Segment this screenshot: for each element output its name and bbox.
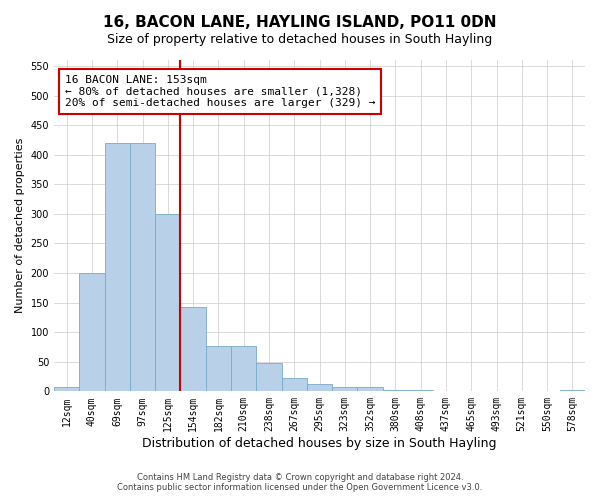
Bar: [560, 390, 585, 392]
Bar: [358, 386, 383, 392]
Y-axis label: Number of detached properties: Number of detached properties: [15, 138, 25, 314]
Bar: [104, 143, 130, 392]
Bar: [54, 386, 79, 392]
Bar: [155, 214, 181, 392]
Bar: [231, 346, 256, 392]
Bar: [332, 386, 358, 392]
Bar: [256, 363, 281, 392]
Text: 16 BACON LANE: 153sqm
← 80% of detached houses are smaller (1,328)
20% of semi-d: 16 BACON LANE: 153sqm ← 80% of detached …: [65, 75, 375, 108]
Bar: [383, 390, 408, 392]
Bar: [130, 143, 155, 392]
Bar: [79, 273, 104, 392]
Bar: [408, 390, 433, 392]
Bar: [307, 384, 332, 392]
Text: Contains HM Land Registry data © Crown copyright and database right 2024.
Contai: Contains HM Land Registry data © Crown c…: [118, 473, 482, 492]
X-axis label: Distribution of detached houses by size in South Hayling: Distribution of detached houses by size …: [142, 437, 497, 450]
Bar: [181, 306, 206, 392]
Text: 16, BACON LANE, HAYLING ISLAND, PO11 0DN: 16, BACON LANE, HAYLING ISLAND, PO11 0DN: [103, 15, 497, 30]
Bar: [206, 346, 231, 392]
Bar: [281, 378, 307, 392]
Text: Size of property relative to detached houses in South Hayling: Size of property relative to detached ho…: [107, 32, 493, 46]
